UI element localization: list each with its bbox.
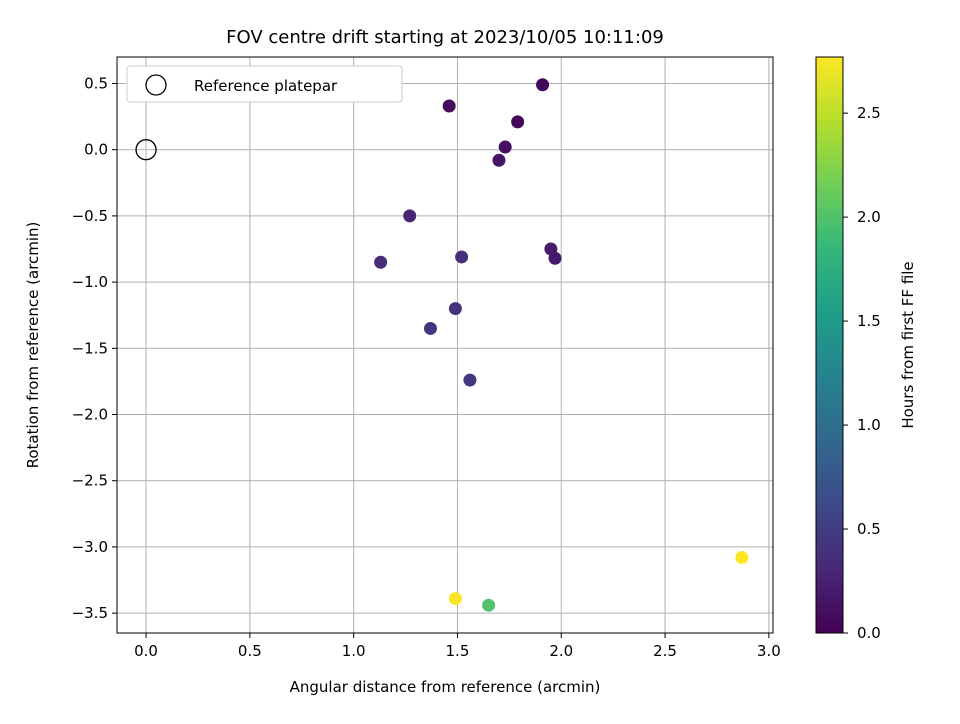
y-tick-label: 0.0	[84, 141, 108, 159]
y-tick-label: 0.5	[84, 74, 108, 92]
colorbar-ticks: 0.0 0.5 1.0 1.5 2.0 2.5	[843, 104, 881, 642]
x-tick-label: 0.0	[134, 642, 158, 660]
legend-label: Reference platepar	[194, 77, 338, 95]
data-point	[482, 598, 496, 612]
data-point	[423, 321, 437, 335]
data-point	[492, 153, 506, 167]
colorbar-tick-label: 1.0	[857, 416, 881, 434]
colorbar-label: Hours from first FF file	[899, 261, 917, 428]
y-axis-label: Rotation from reference (arcmin)	[24, 222, 42, 469]
data-point	[448, 302, 462, 316]
legend-marker	[145, 74, 167, 96]
data-points	[135, 78, 749, 612]
colorbar-tick-label: 0.5	[857, 520, 881, 538]
y-tick-label: −2.0	[72, 406, 108, 424]
data-point	[463, 373, 477, 387]
x-tick-label: 2.5	[653, 642, 677, 660]
legend-box	[126, 65, 403, 103]
data-point	[455, 250, 469, 264]
colorbar-tick-label: 1.5	[857, 312, 881, 330]
y-tick-label: −0.5	[72, 207, 108, 225]
y-tick-label: −3.5	[72, 604, 108, 622]
y-tick-label: −1.5	[72, 339, 108, 357]
x-axis-label: Angular distance from reference (arcmin)	[290, 678, 601, 696]
data-point	[548, 251, 562, 265]
x-tick-label: 3.0	[757, 642, 781, 660]
data-point	[536, 78, 550, 92]
y-tick-label: −3.0	[72, 538, 108, 556]
colorbar-tick-label: 2.5	[857, 104, 881, 122]
data-point	[735, 551, 749, 565]
reference-point	[135, 139, 157, 161]
x-tick-label: 1.5	[446, 642, 470, 660]
x-tick-label: 2.0	[549, 642, 573, 660]
y-tick-label: −2.5	[72, 472, 108, 490]
colorbar-gradient	[815, 56, 844, 634]
plot-frame	[116, 56, 774, 634]
x-axis-ticks: 0.0 0.5 1.0 1.5 2.0 2.5 3.0	[134, 633, 781, 660]
colorbar: 0.0 0.5 1.0 1.5 2.0 2.5 Hours from first FF f…	[815, 56, 917, 642]
data-point	[442, 99, 456, 113]
data-point	[374, 255, 388, 269]
data-point	[498, 140, 512, 154]
chart-title: FOV centre drift starting at 2023/10/05 …	[226, 27, 664, 48]
data-point	[403, 209, 417, 223]
x-tick-label: 0.5	[238, 642, 262, 660]
grid-lines	[117, 57, 773, 633]
y-tick-label: −1.0	[72, 273, 108, 291]
colorbar-tick-label: 0.0	[857, 624, 881, 642]
x-tick-label: 1.0	[342, 642, 366, 660]
y-axis-ticks: 0.5 0.0 −0.5 −1.0 −1.5 −2.0 −2.5 −3.0 −3.5	[72, 74, 117, 622]
legend: Reference platepar	[126, 65, 403, 103]
colorbar-tick-label: 2.0	[857, 208, 881, 226]
data-point	[511, 115, 525, 129]
data-point	[448, 592, 462, 606]
